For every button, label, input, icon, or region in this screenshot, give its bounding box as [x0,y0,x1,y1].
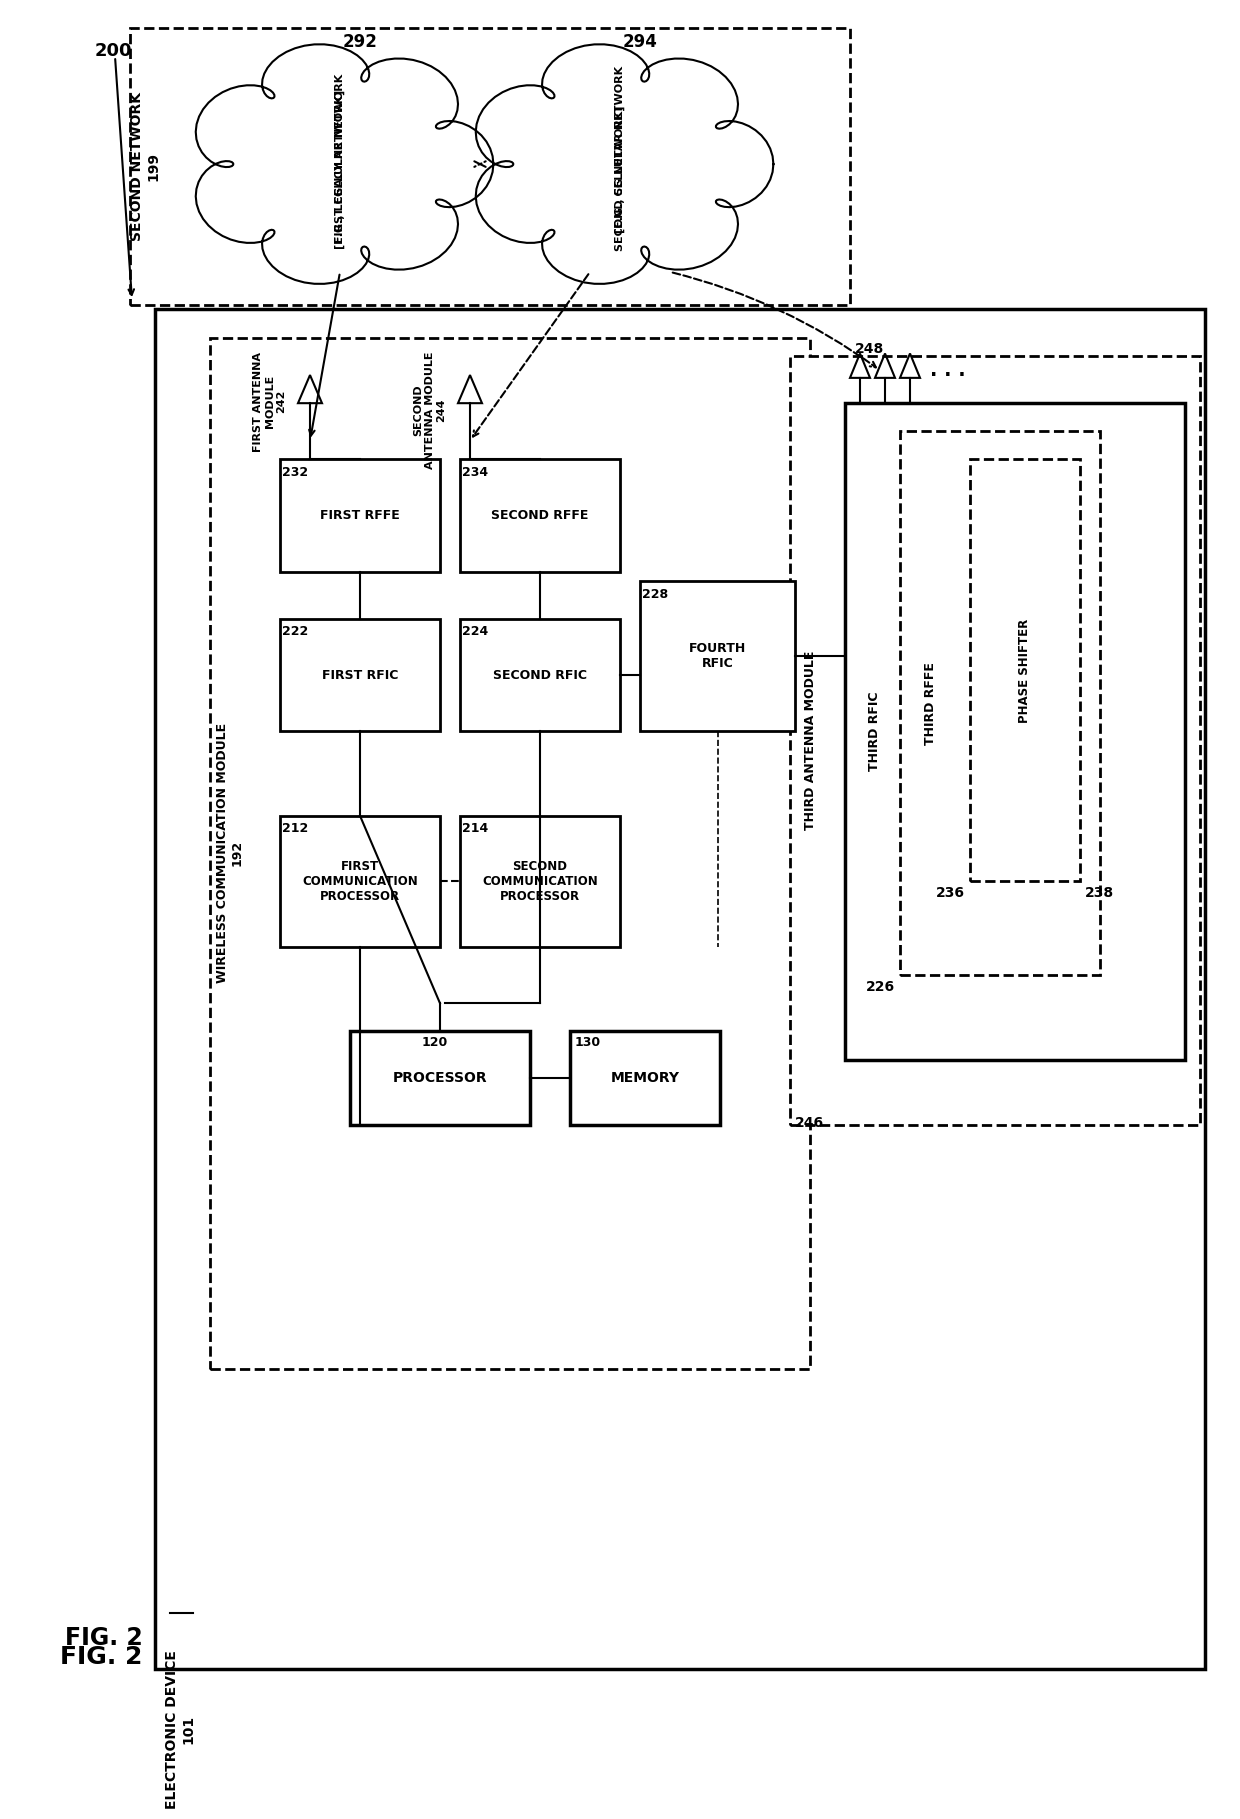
FancyBboxPatch shape [900,431,1100,975]
Text: FIRST CELLULAR NETWORK: FIRST CELLULAR NETWORK [335,75,345,244]
FancyBboxPatch shape [790,357,1200,1126]
Text: [E.G., 5G NETWORK]: [E.G., 5G NETWORK] [615,106,625,233]
FancyBboxPatch shape [460,815,620,948]
FancyBboxPatch shape [844,404,1185,1059]
Text: 292: 292 [342,33,377,51]
Text: . . .: . . . [930,360,966,380]
Text: 214: 214 [463,822,489,835]
Text: 212: 212 [281,822,309,835]
Text: 238: 238 [1085,886,1114,900]
FancyBboxPatch shape [570,1031,720,1126]
Text: 226: 226 [866,980,895,993]
Text: PHASE SHIFTER: PHASE SHIFTER [1018,618,1032,722]
Text: SECOND RFIC: SECOND RFIC [494,669,587,682]
FancyBboxPatch shape [130,27,849,306]
Text: FIRST RFFE: FIRST RFFE [320,509,399,522]
Text: SECOND RFFE: SECOND RFFE [491,509,589,522]
Text: 234: 234 [463,466,489,478]
Text: 236: 236 [936,886,965,900]
Text: ELECTRONIC DEVICE
101: ELECTRONIC DEVICE 101 [165,1650,195,1810]
Text: 246: 246 [795,1115,825,1130]
FancyBboxPatch shape [210,338,810,1370]
FancyBboxPatch shape [460,618,620,731]
Text: 222: 222 [281,626,309,638]
FancyBboxPatch shape [970,460,1080,882]
Text: 228: 228 [642,588,668,600]
Polygon shape [476,44,774,284]
Text: FIG. 2: FIG. 2 [64,1626,143,1650]
Text: 224: 224 [463,626,489,638]
Text: SECOND NETWORK
199: SECOND NETWORK 199 [130,93,160,240]
Text: 294: 294 [622,33,657,51]
Text: 130: 130 [575,1037,601,1050]
Text: [E.G., LEGACY NETWORK]: [E.G., LEGACY NETWORK] [335,89,345,249]
Text: SECOND
ANTENNA MODULE
244: SECOND ANTENNA MODULE 244 [413,351,446,469]
Text: FIRST
COMMUNICATION
PROCESSOR: FIRST COMMUNICATION PROCESSOR [303,860,418,902]
Text: THIRD RFFE: THIRD RFFE [924,662,936,744]
Text: 232: 232 [281,466,308,478]
FancyBboxPatch shape [640,582,795,731]
Text: FIG. 2: FIG. 2 [60,1644,143,1670]
Text: 248: 248 [856,342,884,357]
FancyBboxPatch shape [280,815,440,948]
FancyBboxPatch shape [280,618,440,731]
Text: 120: 120 [422,1037,448,1050]
Text: MEMORY: MEMORY [610,1071,680,1086]
Text: THIRD ANTENNA MODULE: THIRD ANTENNA MODULE [804,651,816,831]
Text: PROCESSOR: PROCESSOR [393,1071,487,1086]
FancyBboxPatch shape [460,460,620,571]
Text: 200: 200 [95,42,133,60]
Text: WIRELESS COMMUNICATION MODULE
192: WIRELESS COMMUNICATION MODULE 192 [216,724,244,984]
FancyBboxPatch shape [280,460,440,571]
Text: FIRST RFIC: FIRST RFIC [322,669,398,682]
Text: SECOND CELLULAR NETWORK: SECOND CELLULAR NETWORK [615,65,625,251]
Text: FOURTH
RFIC: FOURTH RFIC [689,642,746,671]
FancyBboxPatch shape [350,1031,529,1126]
Text: FIRST ANTENNA
MODULE
242: FIRST ANTENNA MODULE 242 [253,351,286,451]
Polygon shape [196,44,494,284]
Text: THIRD RFIC: THIRD RFIC [868,691,882,771]
Text: SECOND
COMMUNICATION
PROCESSOR: SECOND COMMUNICATION PROCESSOR [482,860,598,902]
FancyBboxPatch shape [155,309,1205,1670]
